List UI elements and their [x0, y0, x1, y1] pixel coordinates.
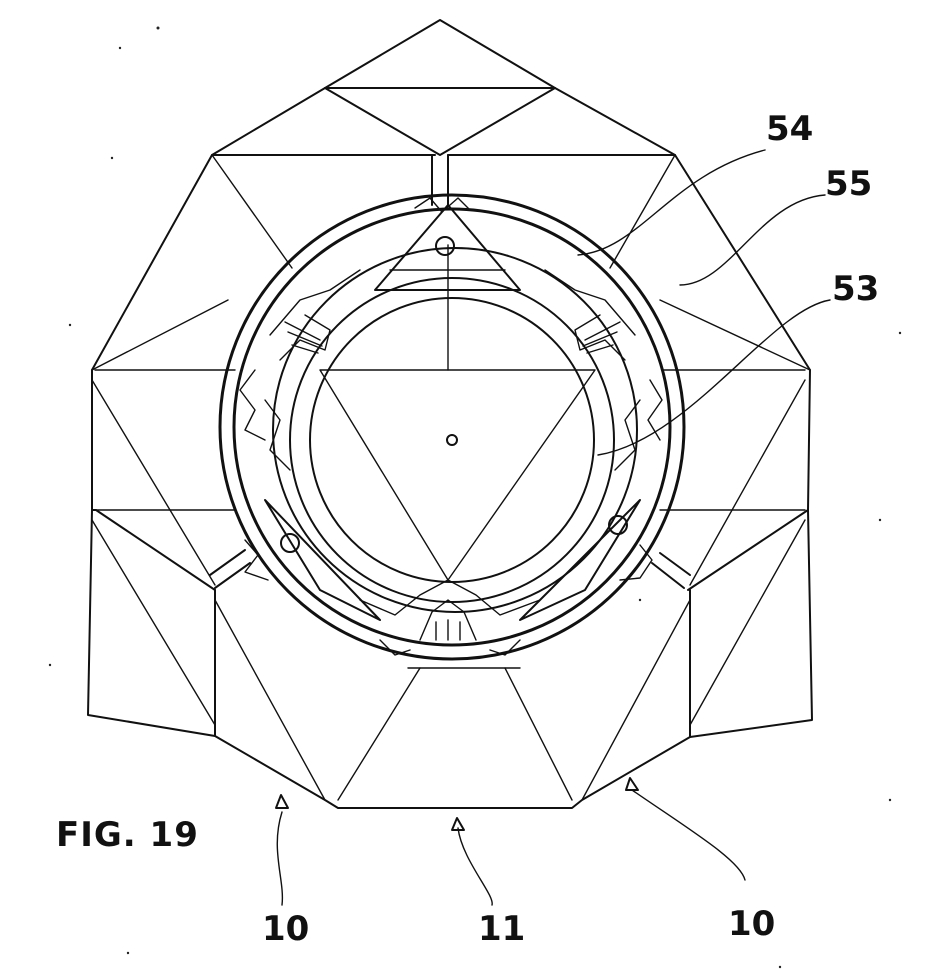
leader-lines: [276, 149, 831, 906]
label-10-left: 10: [262, 909, 309, 949]
label-10-right: 10: [728, 904, 775, 944]
figure-caption: FIG. 19: [56, 815, 199, 855]
centre-pin: [446, 434, 458, 446]
arrowheads: [275, 777, 639, 831]
ring-outer-edge: [218, 193, 686, 661]
paper-speckles: [48, 26, 902, 969]
label-54: 54: [766, 109, 813, 149]
ring-inner-edge: [232, 207, 672, 647]
outer-body: [87, 19, 813, 809]
core-mechanism: [218, 193, 686, 661]
label-53: 53: [832, 269, 879, 309]
label-55: 55: [825, 164, 872, 204]
label-11: 11: [478, 909, 525, 949]
